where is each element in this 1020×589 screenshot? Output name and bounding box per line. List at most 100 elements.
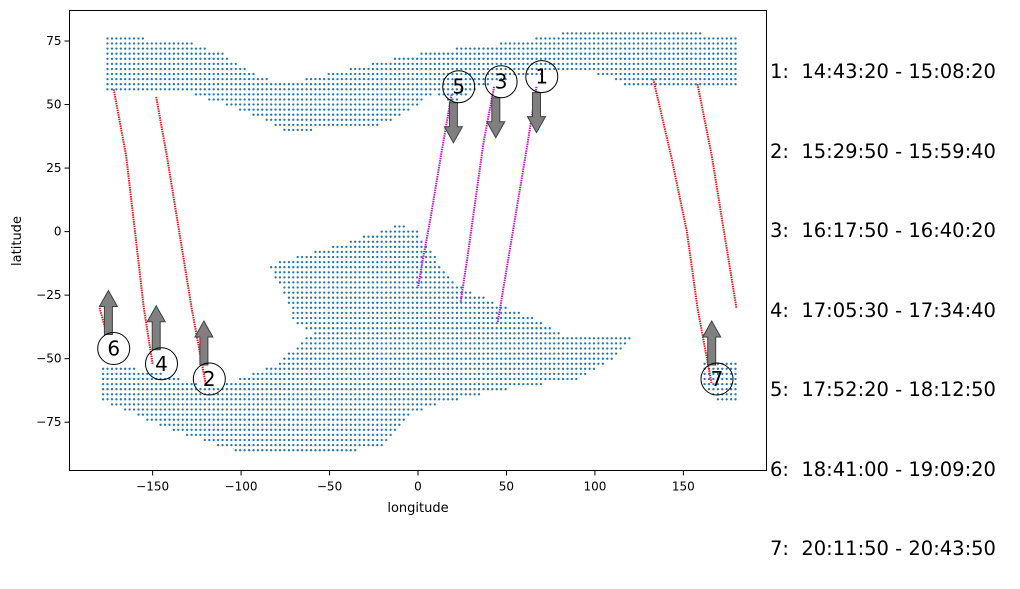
land-point <box>685 47 689 50</box>
land-point <box>376 77 379 81</box>
land-point <box>376 398 379 401</box>
land-point <box>539 342 543 345</box>
land-point <box>415 372 419 376</box>
land-point <box>367 291 370 294</box>
land-point <box>340 286 344 289</box>
land-point <box>570 352 574 355</box>
land-point <box>181 382 184 386</box>
land-point <box>420 393 423 396</box>
land-point <box>362 377 366 381</box>
land-point <box>172 88 176 91</box>
land-point <box>690 42 693 45</box>
land-point <box>199 388 202 391</box>
land-point <box>376 93 379 96</box>
land-point <box>314 433 317 437</box>
land-point <box>354 113 357 116</box>
land-point <box>314 393 317 396</box>
land-point <box>446 388 450 391</box>
land-point <box>371 281 375 284</box>
land-point <box>407 342 410 345</box>
land-point <box>199 67 202 71</box>
land-point <box>239 403 242 406</box>
land-point <box>230 382 233 386</box>
land-point <box>203 83 206 86</box>
land-point <box>491 57 494 60</box>
land-point <box>296 393 299 396</box>
land-point <box>345 103 348 106</box>
land-point <box>424 255 428 259</box>
land-point <box>234 449 237 452</box>
land-point <box>199 52 202 55</box>
land-point <box>181 423 184 426</box>
land-point <box>163 83 167 86</box>
land-point <box>442 362 445 365</box>
land-point <box>464 306 467 309</box>
land-point <box>239 408 242 411</box>
land-point <box>314 98 317 101</box>
land-point <box>358 367 361 370</box>
land-point <box>185 47 189 50</box>
land-point <box>239 398 242 401</box>
land-point <box>309 377 313 381</box>
land-point <box>230 393 233 396</box>
land-point <box>464 352 467 355</box>
land-point <box>283 413 286 416</box>
land-point <box>469 327 472 330</box>
land-point <box>349 418 352 421</box>
land-point <box>548 367 551 370</box>
land-point <box>327 403 330 406</box>
land-point <box>407 413 410 416</box>
land-point <box>601 57 605 60</box>
land-point <box>508 362 512 365</box>
land-point <box>208 428 211 431</box>
land-point <box>694 77 697 81</box>
land-point <box>252 72 255 76</box>
land-point <box>495 52 498 55</box>
land-point <box>314 377 317 381</box>
land-point <box>376 342 379 345</box>
land-point <box>433 342 436 345</box>
land-point <box>354 342 357 345</box>
land-point <box>247 108 251 111</box>
land-point <box>721 62 724 66</box>
land-point <box>473 57 476 60</box>
land-point <box>393 235 397 238</box>
land-point <box>415 235 419 238</box>
land-point <box>216 62 220 66</box>
y-tick-label: −75 <box>36 415 61 429</box>
land-point <box>380 377 383 381</box>
land-point <box>309 93 313 96</box>
land-point <box>119 42 122 45</box>
land-point <box>407 327 410 330</box>
land-point <box>451 311 454 315</box>
land-point <box>402 271 405 274</box>
land-point <box>473 347 476 350</box>
land-point <box>446 83 450 86</box>
pass-marker-1: 1 <box>525 60 559 134</box>
land-point <box>340 428 344 431</box>
land-point <box>570 32 574 35</box>
land-point <box>619 337 622 340</box>
land-point <box>221 72 224 76</box>
land-point <box>128 408 131 411</box>
land-point <box>354 388 357 391</box>
land-point <box>300 128 304 132</box>
land-point <box>442 276 445 279</box>
land-point <box>278 423 282 426</box>
land-point <box>137 398 140 401</box>
land-point <box>526 342 529 345</box>
land-point <box>181 83 184 86</box>
land-point <box>371 362 375 365</box>
land-point <box>141 403 145 406</box>
land-point <box>309 286 313 289</box>
land-point <box>185 418 189 421</box>
land-point <box>371 311 375 315</box>
land-point <box>438 276 441 279</box>
land-point <box>446 367 450 370</box>
land-point <box>495 388 498 391</box>
land-point <box>415 332 419 335</box>
land-point <box>194 403 198 406</box>
land-point <box>331 337 335 340</box>
land-point <box>252 423 255 426</box>
land-point <box>367 118 370 121</box>
